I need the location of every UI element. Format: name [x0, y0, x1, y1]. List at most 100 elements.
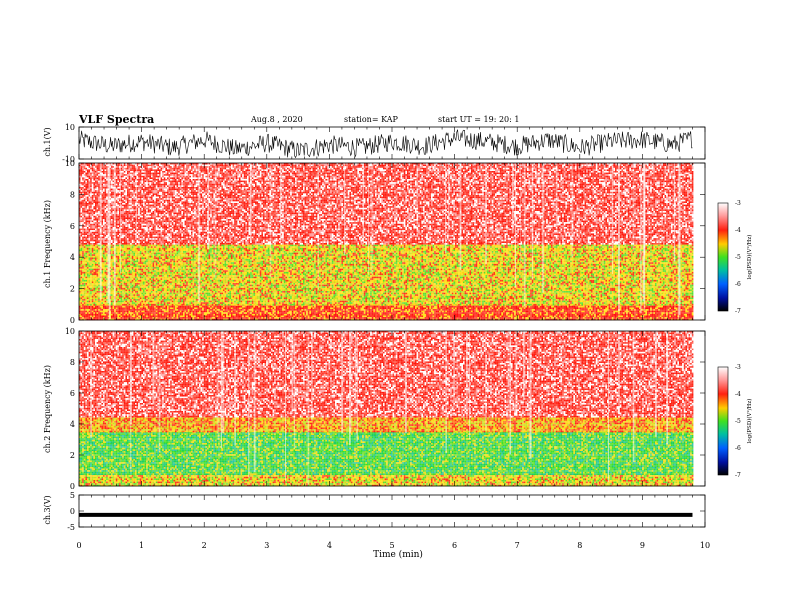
- ch1-spectrogram-cell: [444, 317, 446, 319]
- ch1-spectrogram-cell: [217, 316, 219, 318]
- ch1-spectrogram-cell: [666, 312, 668, 314]
- ch1-spectrogram-cell: [615, 314, 617, 316]
- ch1-spectrogram-cell: [661, 314, 663, 316]
- ch1-spectrogram-cell: [287, 306, 289, 308]
- ch1-spectrogram-cell: [431, 314, 433, 316]
- ch1-spectrogram-cell: [601, 308, 603, 310]
- ch1-spectrogram-cell: [383, 306, 385, 308]
- ch1-spectrogram-cell: [332, 312, 334, 314]
- ch1-spectrogram-cell: [458, 316, 460, 318]
- ch1-spectrogram-cell: [220, 317, 222, 319]
- ch1-spectrogram-cell: [236, 311, 238, 313]
- ch1-spectrogram-cell: [175, 316, 177, 318]
- ch1-spectrogram-cell: [546, 309, 548, 311]
- ch1-spectrogram-cell: [276, 306, 278, 308]
- ch1-spectrogram-cell: [212, 314, 214, 316]
- ch1-spectrogram-cell: [351, 308, 353, 310]
- ch1-spectrogram-cell: [284, 306, 286, 308]
- ch1-spectrogram-cell: [226, 311, 228, 313]
- ch1-spectrogram-cell: [127, 316, 129, 318]
- ch1-spectrogram-cell: [442, 316, 444, 318]
- ch1-spectrogram-cell: [586, 317, 588, 319]
- ch1-spectrogram-cell: [337, 312, 339, 314]
- ch1-spectrogram-cell: [220, 306, 222, 308]
- ch1-spectrogram-cell: [493, 309, 495, 311]
- ch1-spectrogram-cell: [138, 312, 140, 314]
- ch1-spectrogram-cell: [325, 317, 327, 319]
- ch1-spectrogram-cell: [404, 311, 406, 313]
- ch1-spectrogram-cell: [601, 317, 603, 319]
- ch1-spectrogram-cell: [237, 316, 239, 318]
- ch1-spectrogram-cell: [356, 314, 358, 316]
- ch1-spectrogram-cell: [245, 308, 247, 310]
- ch1-spectrogram-cell: [220, 312, 222, 314]
- ch1-spectrogram-cell: [215, 311, 217, 313]
- ch1-spectrogram-cell: [156, 306, 158, 308]
- ch1-spectrogram-cell: [485, 317, 487, 319]
- ch1-spectrogram-cell: [397, 317, 399, 319]
- ch1-spectrogram-cell: [245, 314, 247, 316]
- ch1-spectrogram-cell: [476, 316, 478, 318]
- ch1-spectrogram-cell: [634, 314, 636, 316]
- ch1-spectrogram-cell: [553, 308, 555, 310]
- ch1-spectrogram-cell: [322, 308, 324, 310]
- ch1-spectrogram-cell: [650, 317, 652, 319]
- ch1-spectrogram-cell: [282, 317, 284, 319]
- ch1-spectrogram-cell: [181, 309, 183, 311]
- ch1-spectrogram-cell: [116, 314, 118, 316]
- ch1-spectrogram-cell: [273, 311, 275, 313]
- ch1-spectrogram-cell: [113, 317, 115, 319]
- ch1-spectrogram-cell: [661, 317, 663, 319]
- ch1-spectrogram-cell: [455, 316, 457, 318]
- ch1-spectrogram-cell: [273, 312, 275, 314]
- ch1-spectrogram-cell: [97, 309, 99, 311]
- ch1-spectrogram-cell: [551, 312, 553, 314]
- ch1-spectrogram-cell: [450, 316, 452, 318]
- ch1-spectrogram-cell: [253, 311, 255, 313]
- ch1-spectrogram-cell: [497, 316, 499, 318]
- ch1-spectrogram-cell: [225, 317, 227, 319]
- ch1-spectrogram-cell: [247, 308, 249, 310]
- ch1-spectrogram-cell: [145, 317, 147, 319]
- ch1-spectrogram-cell: [575, 314, 577, 316]
- ch1-spectrogram-cell: [293, 316, 295, 318]
- ch1-spectrogram-cell: [309, 308, 311, 310]
- ch1-spectrogram-cell: [295, 316, 297, 318]
- ch1-spectrogram-cell: [82, 309, 84, 311]
- ch1-spectrogram-cell: [341, 312, 343, 314]
- ch1-spectrogram-cell: [82, 312, 84, 314]
- ch1-spectrogram-cell: [81, 317, 83, 319]
- ch1-spectrogram-cell: [452, 317, 454, 319]
- ch1-spectrogram-cell: [621, 308, 623, 310]
- ch1-spectrogram-cell: [647, 317, 649, 319]
- ch1-spectrogram-cell: [578, 306, 580, 308]
- ch1-spectrogram-cell: [589, 314, 591, 316]
- ch1-spectrogram-cell: [663, 308, 665, 310]
- ch1-spectrogram-cell: [521, 309, 523, 311]
- ch1-spectrogram-cell: [685, 312, 687, 314]
- ch1-spectrogram-cell: [628, 314, 630, 316]
- ch1-spectrogram-cell: [594, 316, 596, 318]
- ch1-spectrogram-cell: [242, 306, 244, 308]
- ch1-spectrogram-cell: [223, 311, 225, 313]
- ch1-spectrogram-cell: [138, 308, 140, 310]
- ch1-spectrogram-cell: [605, 314, 607, 316]
- ch1-spectrogram-cell: [153, 308, 155, 310]
- ch1-spectrogram-cell: [87, 317, 89, 319]
- ch1-spectrogram-cell: [281, 317, 283, 319]
- ch1-spectrogram-cell: [577, 312, 579, 314]
- ch1-spectrogram-cell: [145, 306, 147, 308]
- ch1-spectrogram-cell: [460, 314, 462, 316]
- ch1-spectrogram-cell: [541, 309, 543, 311]
- ch1-spectrogram-cell: [476, 309, 478, 311]
- ch1-spectrogram-cell: [289, 316, 291, 318]
- ch1-spectrogram-cell: [90, 314, 92, 316]
- ch1-spectrogram-cell: [210, 309, 212, 311]
- ch1-spectrogram-cell: [546, 314, 548, 316]
- ch1-spectrogram-cell: [237, 312, 239, 314]
- ch1-spectrogram-row: [79, 245, 693, 247]
- ch1-spectrogram-cell: [281, 316, 283, 318]
- ch1-spectrogram-cell: [476, 311, 478, 313]
- ch1-spectrogram-cell: [490, 316, 492, 318]
- ch1-spectrogram-cell: [511, 312, 513, 314]
